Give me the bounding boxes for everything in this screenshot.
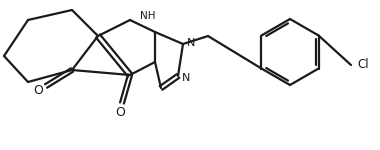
Text: Cl: Cl	[357, 58, 369, 72]
Text: NH: NH	[140, 11, 156, 21]
Text: N: N	[182, 73, 190, 83]
Text: O: O	[33, 84, 43, 96]
Text: O: O	[115, 105, 125, 118]
Text: N: N	[187, 38, 195, 48]
